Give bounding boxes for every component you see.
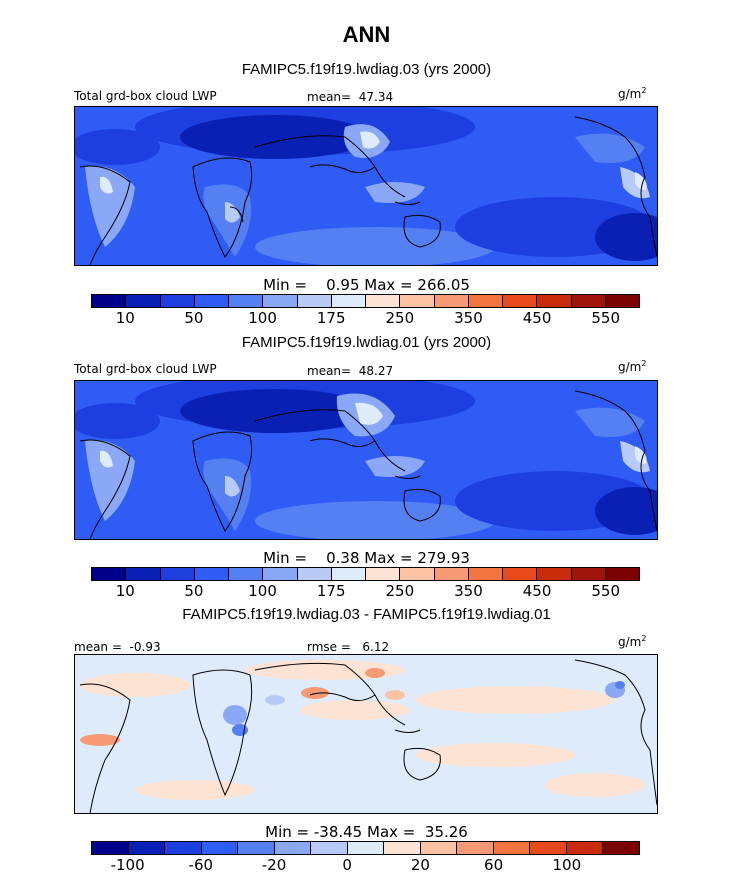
panel1-minmax: Min = 0.95 Max = 266.05 (263, 276, 470, 294)
panel1-title: FAMIPC5.f19f19.lwdiag.03 (yrs 2000) (241, 61, 492, 78)
colorbar-box (126, 568, 161, 580)
colorbar-box (160, 568, 195, 580)
colorbar-box (297, 295, 332, 307)
colorbar-tick-label: 450 (522, 309, 552, 327)
colorbar-box (201, 842, 239, 854)
colorbar-box (530, 842, 567, 854)
panel2-colorbar (91, 567, 640, 581)
colorbar-box (238, 842, 275, 854)
colorbar-box (400, 568, 435, 580)
colorbar-box (434, 568, 469, 580)
colorbar-tick-label: 50 (184, 309, 204, 327)
panel3-units: g/m2 (618, 634, 647, 649)
colorbar-box (537, 568, 572, 580)
colorbar-tick-label: 100 (248, 582, 277, 600)
panel3-map-svg (75, 655, 657, 813)
colorbar-box (92, 295, 127, 307)
colorbar-tick-label: -100 (110, 856, 145, 874)
colorbar-box (165, 842, 202, 854)
colorbar-box (331, 295, 366, 307)
panel2-title: FAMIPC5.f19f19.lwdiag.01 (yrs 2000) (241, 334, 492, 351)
panel3-mean: mean = -0.93 (74, 640, 161, 654)
panel3-rmse: rmse = 6.12 (307, 640, 390, 654)
colorbar-box (126, 295, 161, 307)
colorbar-box (128, 842, 166, 854)
colorbar-tick-label: 0 (342, 856, 352, 874)
colorbar-tick-label: 60 (484, 856, 504, 874)
colorbar-box (229, 295, 264, 307)
colorbar-box (297, 568, 332, 580)
panel1-map-svg (75, 107, 657, 265)
colorbar-tick-label: -60 (188, 856, 214, 874)
colorbar-box (434, 295, 469, 307)
colorbar-box (493, 842, 531, 854)
panel3-colorbar (91, 841, 640, 855)
colorbar-tick-label: 50 (184, 582, 204, 600)
colorbar-box (274, 842, 312, 854)
colorbar-box (457, 842, 494, 854)
colorbar-box (311, 842, 348, 854)
colorbar-box (503, 295, 538, 307)
colorbar-box (400, 295, 435, 307)
colorbar-tick-label: 450 (522, 582, 552, 600)
panel3-map (74, 654, 658, 814)
colorbar-box (194, 295, 229, 307)
colorbar-box (160, 295, 195, 307)
colorbar-box (92, 568, 127, 580)
panel1-colorbar-ticks: 10 50 100 175 250 350 450 550 (91, 309, 640, 327)
panel3-minmax: Min = -38.45 Max = 35.26 (265, 823, 468, 841)
panel2-map (74, 380, 658, 540)
colorbar-box (566, 842, 604, 854)
colorbar-tick-label: 250 (385, 582, 415, 600)
colorbar-box (366, 568, 401, 580)
colorbar-box (347, 842, 385, 854)
colorbar-tick-label: 175 (316, 309, 346, 327)
colorbar-box (384, 842, 421, 854)
panel1-mean: mean= 47.34 (307, 90, 394, 104)
colorbar-box (605, 568, 639, 580)
panel2-minmax: Min = 0.38 Max = 279.93 (263, 549, 470, 567)
colorbar-box (420, 842, 458, 854)
colorbar-box (366, 295, 401, 307)
colorbar-tick-label: 175 (316, 582, 346, 600)
panel1-units: g/m2 (618, 86, 647, 101)
panel2-map-svg (75, 381, 657, 539)
panel2-units: g/m2 (618, 359, 647, 374)
colorbar-tick-label: 100 (552, 856, 582, 874)
colorbar-tick-label: 100 (248, 309, 277, 327)
colorbar-box (603, 842, 639, 854)
colorbar-box (194, 568, 229, 580)
panel1-colorbar (91, 294, 640, 308)
panel2-colorbar-ticks: 10 50 100 175 250 350 450 550 (91, 582, 640, 600)
colorbar-tick-label: 20 (410, 856, 430, 874)
colorbar-tick-label: 550 (591, 582, 621, 600)
panel2-variable: Total grd-box cloud LWP (74, 362, 217, 376)
colorbar-tick-label: -20 (261, 856, 287, 874)
figure-title: ANN (342, 22, 391, 47)
colorbar-tick-label: 550 (591, 309, 621, 327)
panel3-colorbar-ticks: -100 -60 -20 0 20 60 100 (91, 856, 640, 874)
colorbar-tick-label: 10 (115, 309, 135, 327)
panel1-variable: Total grd-box cloud LWP (74, 89, 217, 103)
colorbar-tick-label: 10 (115, 582, 135, 600)
colorbar-box (263, 295, 298, 307)
colorbar-box (503, 568, 538, 580)
colorbar-tick-label: 350 (454, 309, 483, 327)
colorbar-box (468, 295, 503, 307)
colorbar-tick-label: 250 (385, 309, 415, 327)
colorbar-box (468, 568, 503, 580)
panel3-title: FAMIPC5.f19f19.lwdiag.03 - FAMIPC5.f19f1… (182, 606, 551, 623)
colorbar-box (331, 568, 366, 580)
colorbar-box (571, 568, 606, 580)
panel1-map (74, 106, 658, 266)
colorbar-box (92, 842, 129, 854)
colorbar-box (537, 295, 572, 307)
colorbar-tick-label: 350 (454, 582, 483, 600)
panel2-mean: mean= 48.27 (307, 364, 394, 378)
colorbar-box (571, 295, 606, 307)
colorbar-box (229, 568, 264, 580)
colorbar-box (263, 568, 298, 580)
colorbar-box (605, 295, 639, 307)
